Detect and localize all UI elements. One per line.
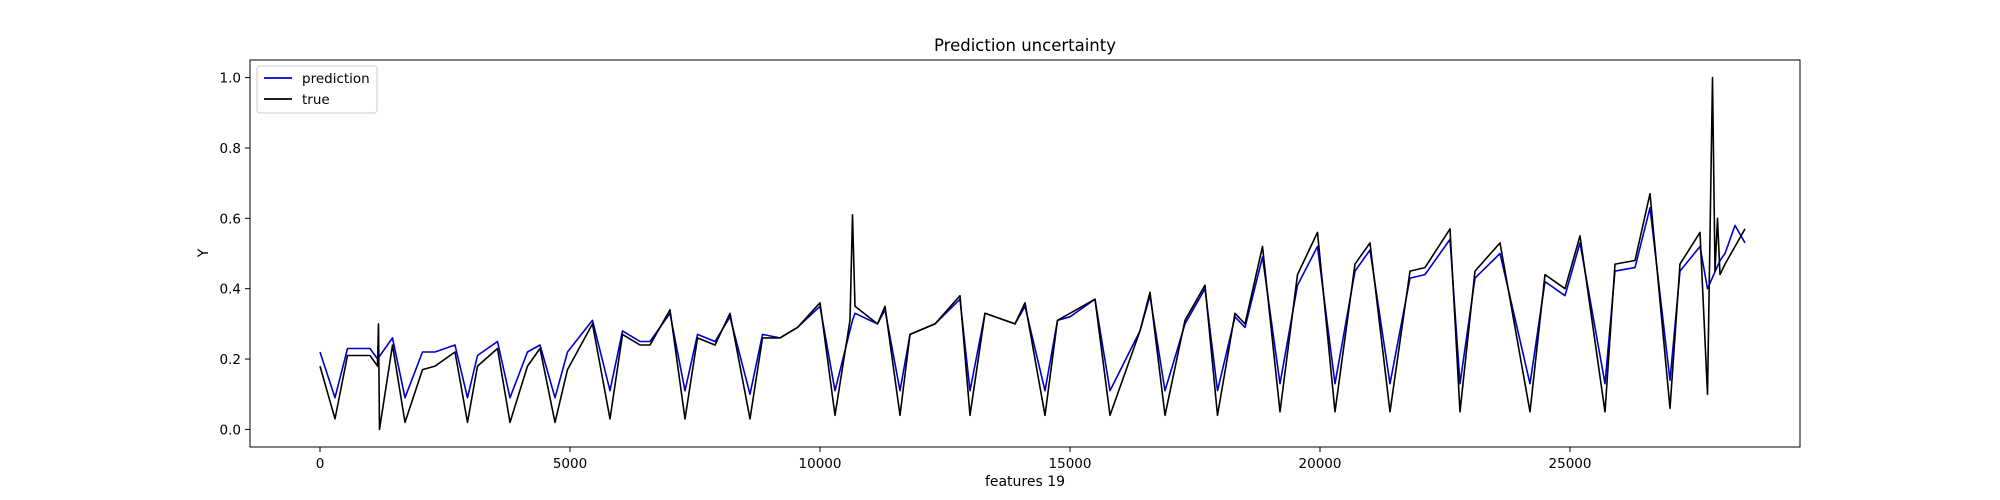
x-tick-label: 15000: [1049, 456, 1092, 472]
y-tick-label: 0.6: [220, 211, 241, 227]
x-tick-label: 25000: [1549, 456, 1592, 472]
y-axis-label: Y: [196, 248, 212, 258]
series-line-true: [319, 76, 1746, 431]
legend-label-prediction: prediction: [302, 71, 370, 87]
legend-label-true: true: [302, 92, 330, 108]
series-line-prediction: [319, 207, 1746, 399]
x-tick-label: 0: [316, 456, 325, 472]
y-tick-label: 0.4: [220, 282, 241, 298]
x-tick-label: 20000: [1299, 456, 1342, 472]
y-tick-label: 0.0: [220, 422, 241, 438]
x-axis-label: features 19: [985, 474, 1065, 490]
y-tick-label: 0.2: [220, 352, 241, 368]
plot-frame: [249, 59, 1801, 448]
chart-title: Prediction uncertainty: [934, 36, 1116, 55]
x-axis: 0 5000 10000 15000 20000 25000: [316, 447, 1592, 472]
y-tick-label: 0.8: [220, 141, 241, 157]
x-tick-label: 10000: [799, 456, 842, 472]
x-tick-label: 5000: [553, 456, 587, 472]
y-axis: 0.0 0.2 0.4 0.6 0.8 1.0: [220, 71, 250, 438]
legend: prediction true: [256, 65, 378, 114]
series-layer: [319, 76, 1746, 431]
y-tick-label: 1.0: [220, 71, 241, 87]
